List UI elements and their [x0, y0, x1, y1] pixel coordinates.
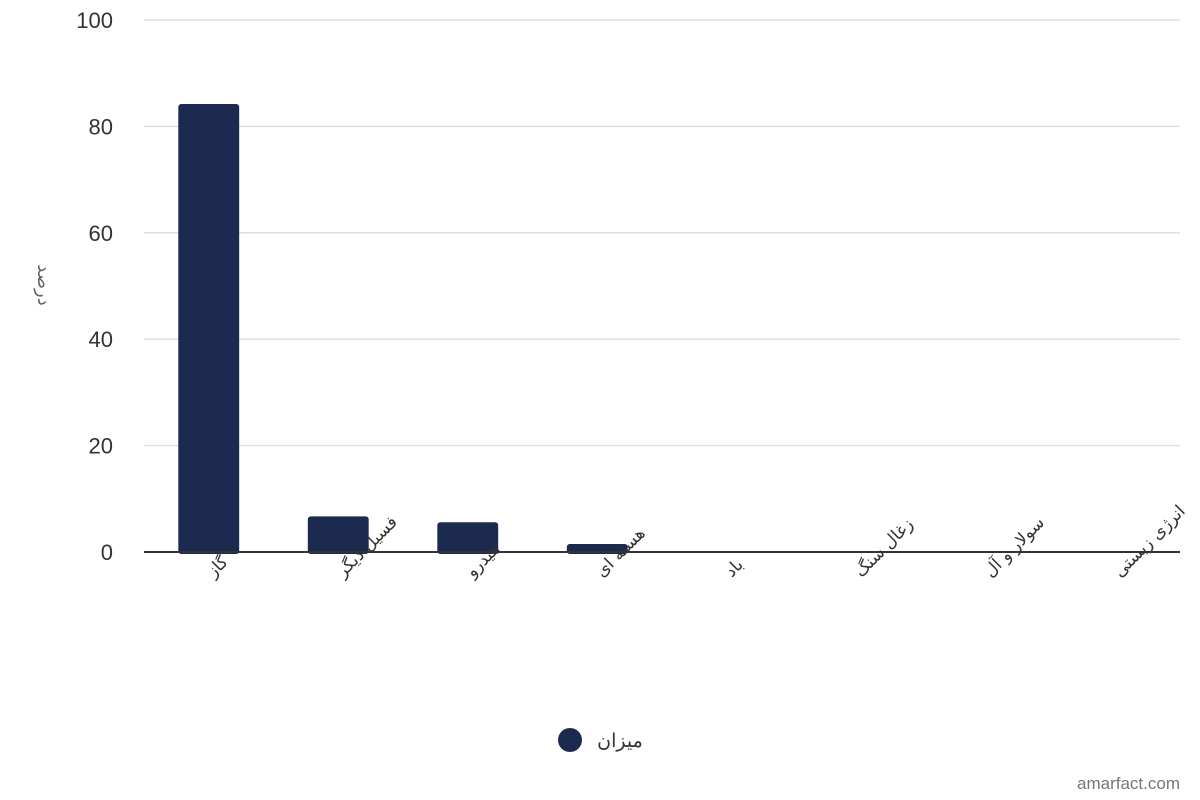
- x-tick-label: زغال سنگ: [850, 514, 918, 582]
- bars: [178, 104, 628, 554]
- y-tick-label: 100: [76, 8, 113, 33]
- legend-series-label: میزان: [597, 730, 643, 752]
- legend-marker: [558, 728, 582, 752]
- y-tick-label: 40: [89, 327, 113, 352]
- x-tick-label: باد: [721, 555, 748, 582]
- y-axis-title: درصد: [33, 264, 54, 305]
- bar[interactable]: [178, 104, 240, 554]
- y-axis-ticks: 0 20 40 60 80 100: [76, 8, 113, 565]
- y-tick-label: 60: [89, 221, 113, 246]
- gridlines: [144, 19, 1180, 447]
- y-tick-label: 80: [89, 114, 113, 139]
- bar[interactable]: [437, 522, 499, 554]
- source-credit[interactable]: amarfact.com: [1077, 774, 1180, 793]
- x-tick-label: انرژی زیستی: [1110, 502, 1190, 582]
- bar[interactable]: [307, 516, 369, 554]
- y-tick-label: 20: [89, 434, 113, 459]
- y-tick-label: 0: [101, 540, 113, 565]
- legend[interactable]: میزان: [558, 728, 643, 752]
- x-tick-label: گاز: [202, 551, 233, 582]
- x-tick-label: سولار و آل: [979, 512, 1049, 582]
